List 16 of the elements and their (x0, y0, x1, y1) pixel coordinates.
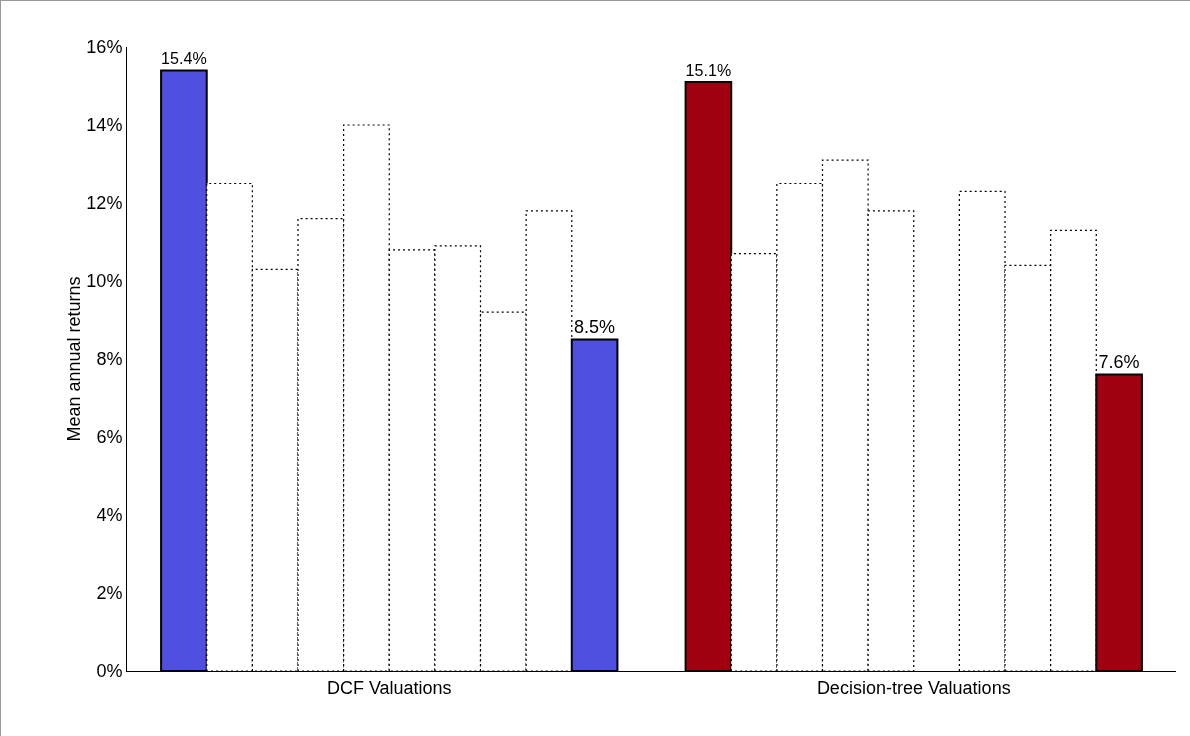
x-tick-label: Decision-tree Valuations (816, 677, 1011, 698)
y-tick-label: 6% (96, 427, 123, 448)
y-tick-label: 8% (96, 349, 123, 370)
data-label: 15.1% (685, 60, 732, 79)
y-tick-label: 16% (86, 37, 123, 58)
data-label: 7.6% (1098, 351, 1140, 372)
y-tick-label: 12% (86, 193, 123, 214)
x-tick-label: DCF Valuations (326, 677, 452, 698)
y-tick-label: 2% (96, 583, 123, 604)
y-axis-title: Mean annual returns (64, 276, 85, 442)
data-label: 15.4% (161, 48, 207, 67)
y-tick-label: 4% (96, 505, 123, 526)
y-tick-label: 14% (86, 115, 123, 136)
data-label: 8.5% (574, 316, 616, 337)
y-tick-label: 0% (96, 661, 123, 682)
y-tick-label: 10% (86, 271, 123, 292)
